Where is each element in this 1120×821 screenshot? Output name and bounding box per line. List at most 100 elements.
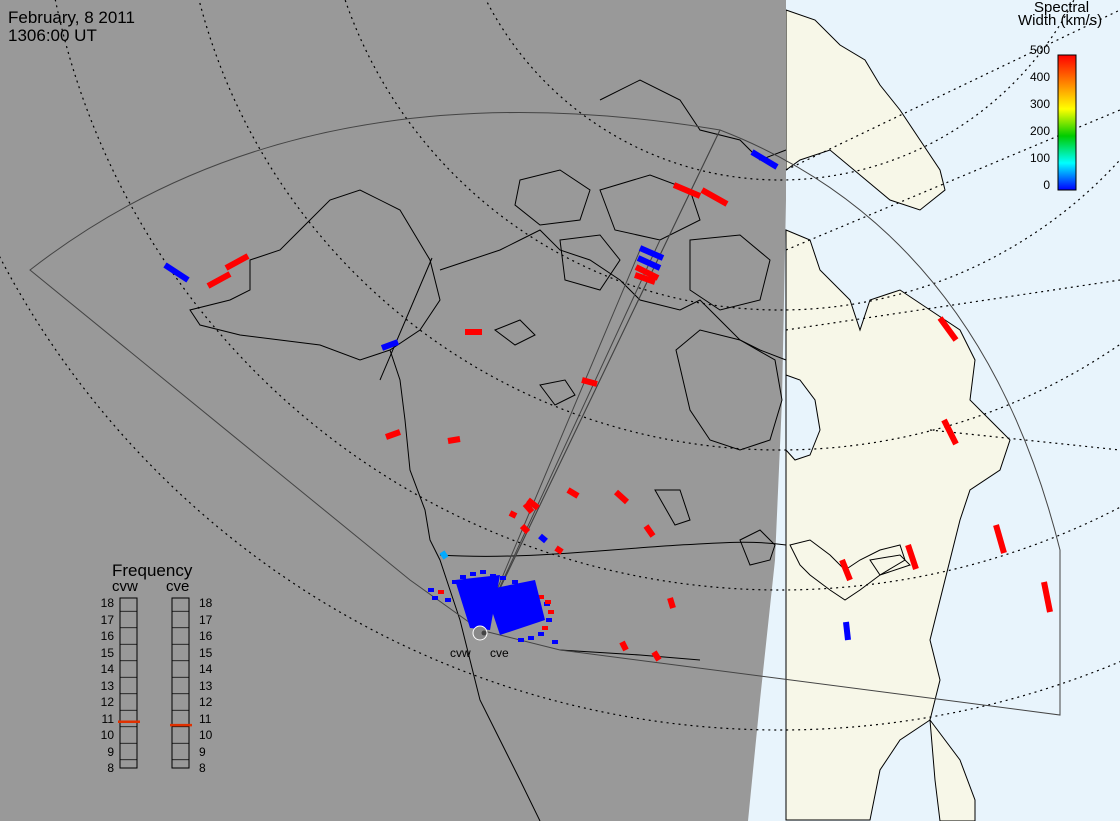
freq-scale-right-16: 16 bbox=[199, 629, 213, 643]
backscatter-cell bbox=[941, 418, 959, 446]
freq-scale-left-10: 10 bbox=[100, 728, 114, 742]
hudson-bay bbox=[785, 374, 821, 461]
site-cve-marker bbox=[481, 630, 487, 636]
backscatter-cell bbox=[380, 339, 400, 351]
freq-radar-cve: cve bbox=[166, 578, 190, 595]
site-label-cvw: cvw bbox=[450, 646, 471, 660]
us-canada-border bbox=[439, 541, 787, 557]
latitude-circle-3 bbox=[198, 0, 1120, 451]
lake-winnipeg bbox=[654, 489, 691, 526]
meridian-1 bbox=[785, 9, 1120, 171]
backscatter-cell bbox=[937, 316, 959, 342]
map-time: 1306:00 UT bbox=[8, 26, 97, 45]
backscatter-cell bbox=[432, 596, 438, 600]
freq-scale-right-17: 17 bbox=[199, 612, 213, 627]
freq-bar-cvw bbox=[119, 597, 138, 769]
backscatter-cell bbox=[566, 487, 580, 499]
freq-scale-left-18: 18 bbox=[100, 596, 114, 610]
us-state-line bbox=[559, 649, 701, 661]
backscatter-cell bbox=[538, 533, 548, 544]
day-land bbox=[785, 9, 1011, 821]
freq-scale-left-14: 14 bbox=[100, 662, 114, 676]
backscatter-cell bbox=[447, 436, 461, 444]
hudson-bay-west bbox=[675, 329, 783, 451]
freq-scale-left-16: 16 bbox=[100, 629, 114, 643]
freq-scale-left-15: 15 bbox=[100, 645, 114, 660]
backscatter-cells bbox=[163, 149, 1053, 662]
greenland-landmass bbox=[785, 9, 946, 211]
freq-scale-left-9: 9 bbox=[107, 744, 114, 759]
backscatter-cell bbox=[619, 640, 629, 652]
freq-scale-left-8: 8 bbox=[107, 761, 114, 775]
colorbar-tick-400: 400 bbox=[1029, 70, 1050, 84]
backscatter-cell bbox=[522, 502, 535, 514]
freq-scale-right-11: 11 bbox=[199, 711, 212, 726]
backscatter-cell bbox=[636, 255, 662, 271]
arctic-island-2 bbox=[599, 174, 701, 241]
backscatter-cell bbox=[613, 489, 630, 505]
lake-erie bbox=[869, 554, 911, 576]
backscatter-cell bbox=[634, 272, 656, 285]
colorbar bbox=[1057, 54, 1077, 191]
fan-core-cvw bbox=[455, 575, 500, 630]
backscatter-cell bbox=[438, 590, 444, 594]
freq-scale-right-13: 13 bbox=[199, 678, 213, 693]
backscatter-cell bbox=[526, 497, 540, 511]
coastlines bbox=[189, 79, 787, 821]
backscatter-cell bbox=[554, 545, 564, 555]
meridian-3 bbox=[785, 279, 1120, 331]
freq-radar-cvw: cvw bbox=[112, 578, 138, 595]
backscatter-cell bbox=[552, 640, 558, 644]
meridian-4 bbox=[929, 429, 1120, 451]
backscatter-cell bbox=[750, 149, 779, 170]
backscatter-cell bbox=[700, 187, 729, 207]
canada-arctic-coast bbox=[439, 229, 787, 361]
backscatter-cell bbox=[470, 572, 476, 576]
florida-landmass bbox=[929, 718, 976, 821]
frequency-title: Frequency bbox=[112, 561, 193, 580]
freq-scale-right-12: 12 bbox=[199, 695, 213, 709]
backscatter-cell bbox=[512, 580, 518, 584]
night-shade bbox=[0, 0, 786, 821]
freq-scale-right-15: 15 bbox=[199, 645, 213, 660]
colorbar-tick-300: 300 bbox=[1029, 97, 1050, 111]
backscatter-cell bbox=[546, 618, 552, 622]
backscatter-cell bbox=[548, 610, 554, 614]
backscatter-cell bbox=[206, 271, 232, 289]
great-bear-lake bbox=[493, 319, 536, 346]
alaska-canada-border bbox=[379, 257, 433, 381]
freq-scale-right-8: 8 bbox=[199, 761, 206, 775]
backscatter-cell bbox=[460, 575, 466, 579]
west-coast bbox=[389, 349, 541, 821]
backscatter-cell bbox=[634, 264, 660, 281]
backscatter-cell bbox=[538, 632, 544, 636]
backscatter-cell bbox=[843, 621, 851, 641]
fov-beam-1 bbox=[479, 249, 641, 631]
freq-scale-right-14: 14 bbox=[199, 662, 213, 676]
freq-scale-left-12: 12 bbox=[100, 695, 114, 709]
fan-core-cve bbox=[485, 580, 545, 635]
freq-scale-right-10: 10 bbox=[199, 728, 213, 742]
arctic-island-1 bbox=[514, 169, 591, 226]
colorbar-tick-200: 200 bbox=[1029, 124, 1050, 138]
backscatter-cell bbox=[538, 595, 544, 599]
backscatter-cell bbox=[638, 245, 665, 261]
great-lakes bbox=[739, 529, 776, 566]
labrador-landmass bbox=[785, 229, 1011, 821]
backscatter-cell bbox=[439, 550, 449, 560]
day-coast-details bbox=[789, 539, 911, 601]
backscatter-cell bbox=[500, 576, 506, 580]
backscatter-cell bbox=[667, 597, 676, 609]
radar-fan bbox=[455, 575, 545, 641]
fov-outline bbox=[29, 112, 1061, 716]
colorbar-tick-100: 100 bbox=[1029, 151, 1050, 165]
backscatter-cell bbox=[224, 253, 250, 271]
freq-scale-left-11: 11 bbox=[101, 711, 114, 726]
backscatter-cell bbox=[508, 510, 518, 519]
backscatter-cell bbox=[581, 377, 598, 387]
backscatter-cell bbox=[542, 626, 548, 630]
legend-title-line2: Width (km/s) bbox=[1018, 12, 1103, 29]
latitude-circles bbox=[0, 0, 1120, 731]
backscatter-cell bbox=[163, 262, 190, 283]
